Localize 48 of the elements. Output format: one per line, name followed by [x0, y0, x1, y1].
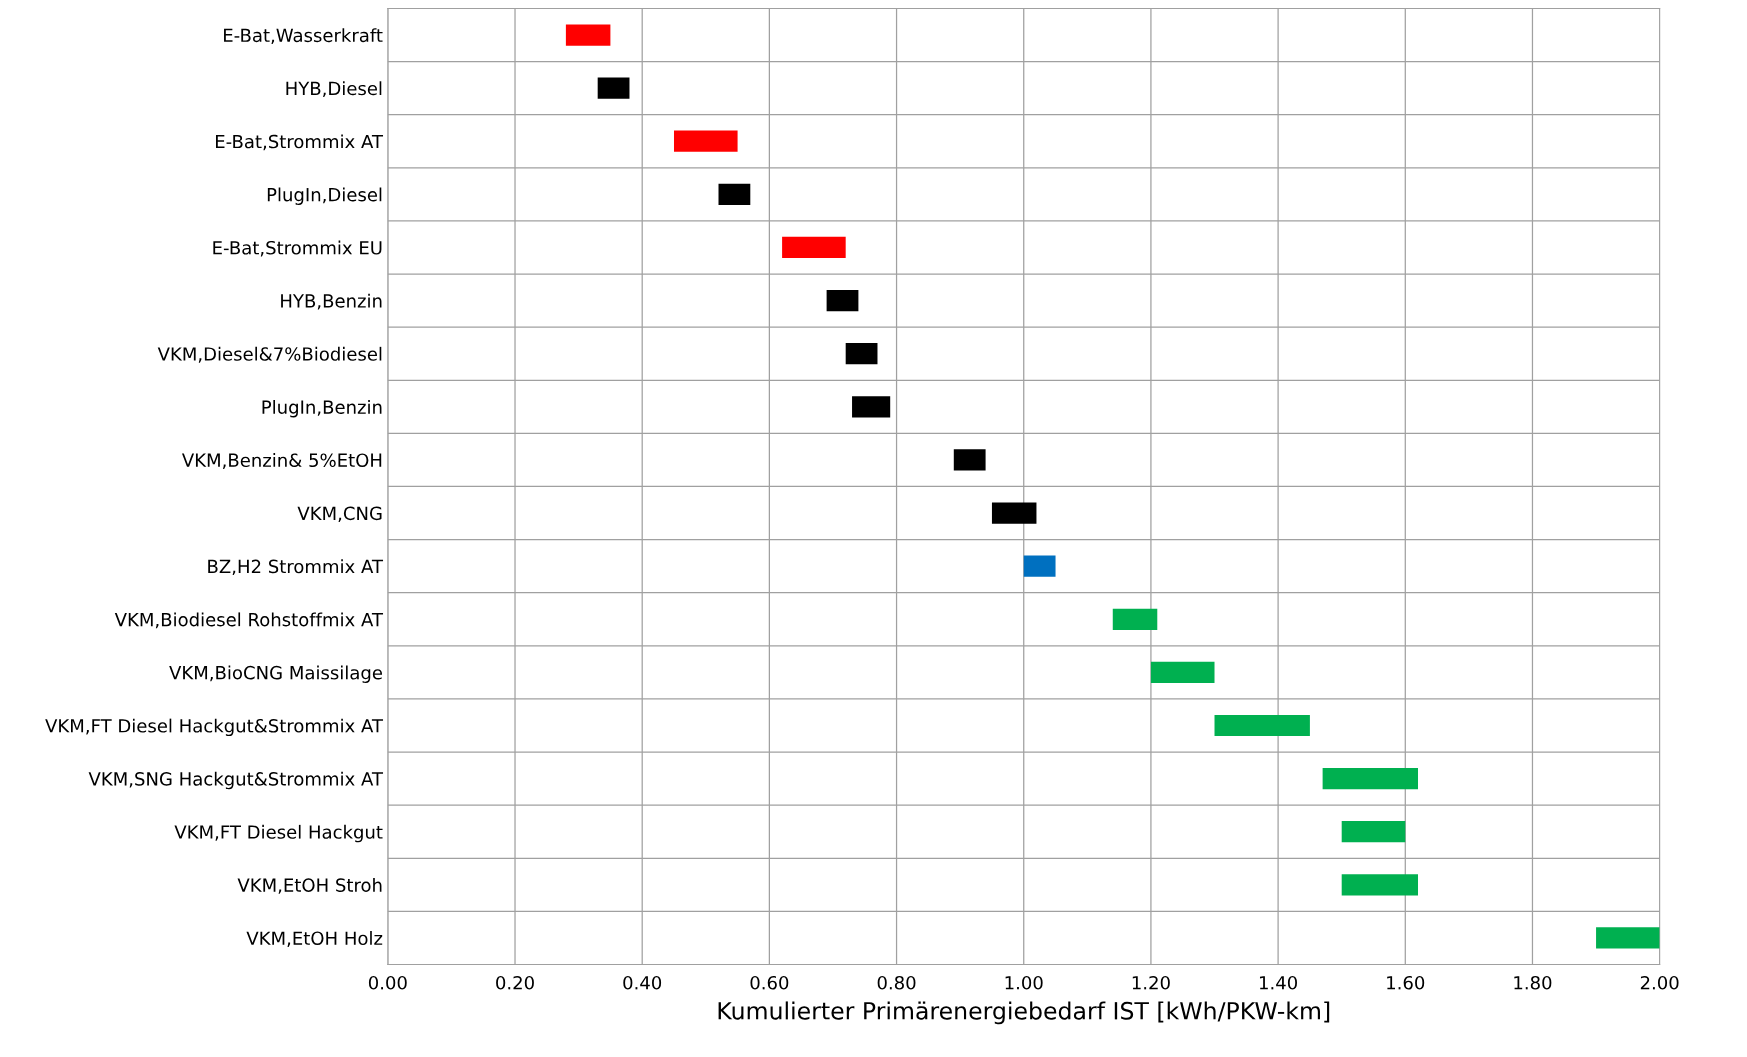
- x-tick-label: 1.80: [1514, 975, 1552, 990]
- y-tick-label: PlugIn,Diesel: [267, 187, 382, 205]
- bar: [1341, 874, 1418, 896]
- bar: [1214, 714, 1310, 737]
- bar: [1322, 767, 1418, 790]
- bar: [673, 130, 738, 152]
- bar: [782, 236, 846, 259]
- y-tick-label: VKM,Diesel&7%Biodiesel: [157, 346, 382, 363]
- y-tick-label: VKM,Biodiesel Rohstoffmix AT: [114, 612, 384, 629]
- y-tick-label: E-Bat,Strommix EU: [213, 240, 382, 257]
- bar: [718, 183, 751, 205]
- y-tick-label: VKM,Benzin& 5%EtOH: [181, 453, 382, 469]
- x-tick-label: 2.00: [1640, 975, 1679, 990]
- bar: [991, 502, 1037, 524]
- y-tick-label: E-Bat,Strommix AT: [216, 134, 384, 151]
- bar: [1112, 608, 1158, 630]
- x-tick-label: 0.60: [750, 975, 789, 990]
- y-tick-label: VKM,FT Diesel Hackgut&Strommix AT: [45, 718, 384, 737]
- y-tick-label: VKM,BioCNG Maissilage: [169, 665, 383, 683]
- x-tick-label: 0.40: [623, 975, 662, 990]
- y-tick-label: HYB,Diesel: [286, 81, 382, 98]
- bar: [1596, 927, 1660, 949]
- bar: [852, 396, 891, 418]
- x-tick-label: 1.60: [1387, 975, 1425, 990]
- y-tick-label: VKM,EtOH Holz: [246, 931, 383, 947]
- y-tick-label: VKM,FT Diesel Hackgut: [174, 824, 383, 843]
- y-tick-label: VKM,SNG Hackgut&Strommix AT: [88, 771, 384, 790]
- x-tick-label: 1.20: [1132, 975, 1170, 990]
- y-tick-label: BZ,H2 Strommix AT: [208, 559, 384, 576]
- y-tick-label: VKM,CNG: [297, 506, 382, 522]
- bar: [826, 289, 859, 312]
- bar: [1150, 661, 1215, 684]
- bar: [565, 24, 611, 46]
- y-tick-label: VKM,EtOH Stroh: [237, 877, 382, 894]
- bar: [1341, 821, 1406, 843]
- bar: [1023, 555, 1056, 577]
- bar: [597, 77, 630, 99]
- x-tick-label: 1.40: [1259, 975, 1298, 990]
- y-tick-label: PlugIn,Benzin: [262, 399, 382, 418]
- x-tick-label: 0.20: [496, 975, 534, 990]
- x-tick-label: 0.00: [368, 975, 407, 990]
- y-tick-label: E-Bat,Wasserkraft: [224, 28, 383, 44]
- y-tick-label: HYB,Benzin: [281, 293, 382, 310]
- bar: [953, 449, 986, 471]
- x-axis-title: Kumulierter Primärenergiebedarf IST [kWh/PKW-km]: [718, 1001, 1330, 1025]
- bar: [845, 343, 878, 365]
- x-tick-label: 0.80: [877, 975, 916, 990]
- x-tick-label: 1.00: [1005, 975, 1043, 990]
